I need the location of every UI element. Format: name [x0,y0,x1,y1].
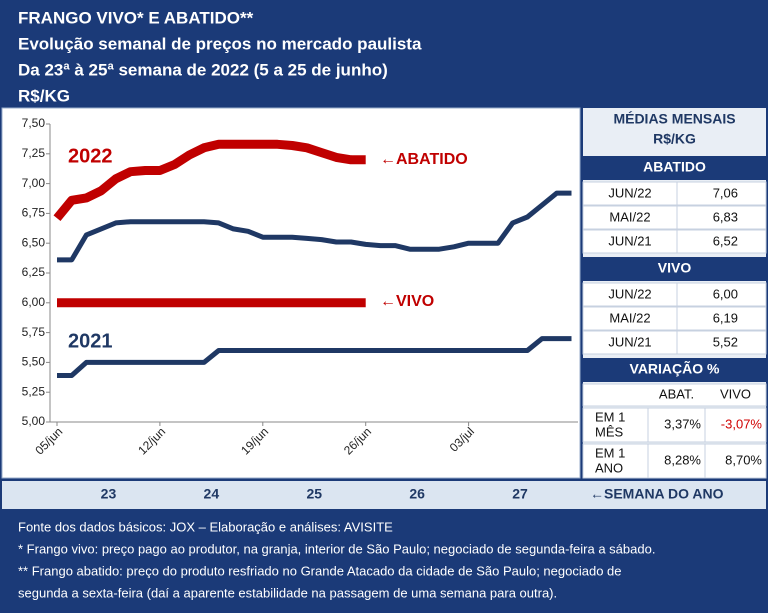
variation-header [582,383,767,407]
annotation: 2022 [68,145,113,167]
row-label: MÊS [595,424,624,439]
section-title: ABATIDO [643,159,706,175]
row-value: 8,28% [664,452,701,467]
y-tick-label: 6,25 [22,265,46,279]
row-label: MAI/22 [609,209,650,224]
table-row [582,229,767,254]
y-tick-label: 7,25 [22,146,46,160]
row-label: JUN/22 [608,286,651,301]
footer-line: Fonte dos dados básicos: JOX – Elaboraçã… [18,519,393,534]
week-label: 27 [512,486,528,502]
header-line: R$/KG [18,86,70,105]
variation-row [582,407,767,443]
series-line [57,336,572,378]
y-tick-label: 5,00 [22,414,46,428]
section-title: VIVO [658,260,692,276]
variation-row [582,443,767,479]
annotation: ←VIVO [380,293,434,310]
y-tick-label: 6,00 [22,295,46,309]
table-row [582,306,767,331]
column-header: VIVO [720,386,751,401]
row-label: JUN/22 [608,185,651,200]
row-label: ANO [595,460,623,475]
week-label: 26 [409,486,425,502]
row-value: 6,83 [713,209,738,224]
row-value: 7,06 [713,185,738,200]
y-tick-label: 6,50 [22,235,46,249]
y-tick-label: 5,50 [22,355,46,369]
section-header [583,257,766,281]
week-label: 25 [306,486,322,502]
week-label: 23 [101,486,117,502]
y-tick-label: 7,50 [22,116,46,130]
section-header [583,358,766,382]
row-value: 6,52 [713,233,738,248]
footer-line: * Frango vivo: preço pago ao produtor, n… [18,541,655,556]
row-label: MAI/22 [609,310,650,325]
y-tick-label: 6,75 [22,206,46,220]
table-row [582,181,767,206]
row-value: -3,07% [721,416,763,431]
row-value: 6,19 [713,310,738,325]
row-value: 8,70% [725,452,762,467]
row-label: EM 1 [595,409,625,424]
row-value: 5,52 [713,334,738,349]
row-label: JUN/21 [608,334,651,349]
footer-line: ** Frango abatido: preço do produto resf… [18,563,622,578]
annotation: ←ABATIDO [380,151,468,168]
table-title: MÉDIAS MENSAIS [613,111,735,127]
header-line: FRANGO VIVO* E ABATIDO** [18,8,254,27]
footer-line: segunda a sexta-feira (daí a aparente es… [18,585,557,600]
plot-panel [1,107,581,479]
section-title: VARIAÇÃO % [630,360,721,377]
section-header [583,156,766,180]
header-line: Da 23ª à 25ª semana de 2022 (5 a 25 de j… [18,60,388,79]
row-value: 3,37% [664,416,701,431]
week-label: 24 [204,486,220,502]
y-tick-label: 7,00 [22,176,46,190]
y-tick-label: 5,75 [22,325,46,339]
row-label: JUN/21 [608,233,651,248]
column-header: ABAT. [659,386,694,401]
table-row [582,205,767,230]
week-caption: ←SEMANA DO ANO [590,486,724,502]
header-line: Evolução semanal de preços no mercado pa… [18,34,422,53]
table-row [582,282,767,307]
table-row [582,330,767,355]
row-label: EM 1 [595,445,625,460]
annotation: 2021 [68,330,113,352]
series-line [57,190,572,263]
row-value: 6,00 [713,286,738,301]
table-unit: R$/KG [653,131,696,147]
series-line [53,139,366,222]
y-tick-label: 5,25 [22,384,46,398]
week-bar [2,481,766,509]
